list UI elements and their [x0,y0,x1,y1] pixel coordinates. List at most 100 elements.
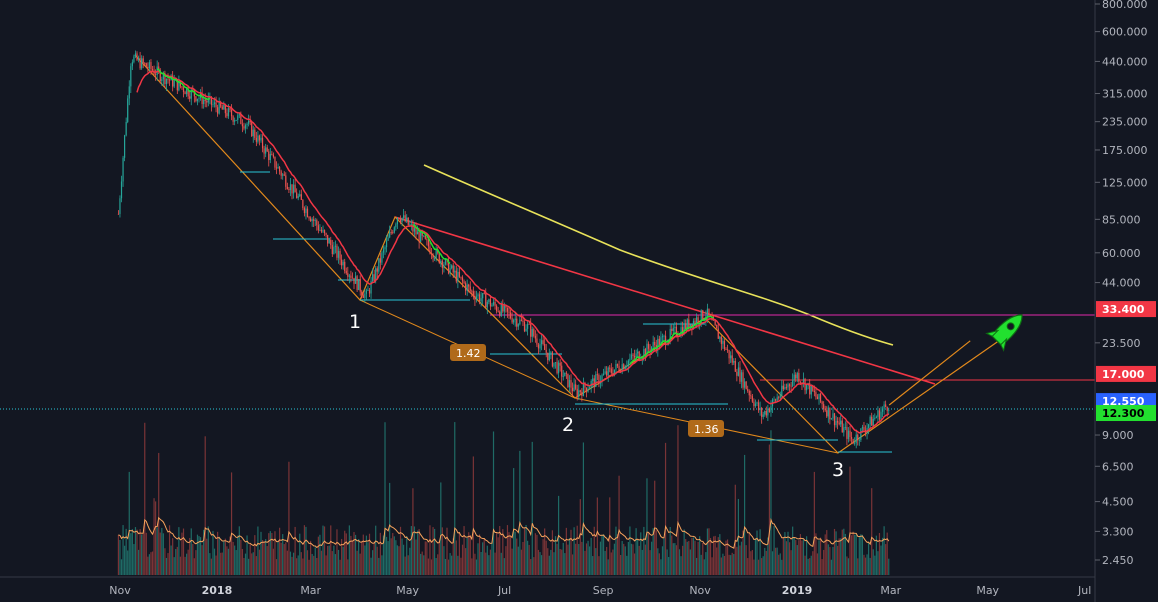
candle-body [754,403,757,407]
candle-body [792,379,794,387]
price-tick-label: 85.000 [1102,213,1141,226]
candle-body [616,363,619,367]
candle-body [517,324,519,327]
volume-bar [189,537,191,575]
volume-bar [176,546,178,575]
volume-bar [342,546,344,575]
volume-bar [579,499,581,575]
candle-body [297,196,299,199]
candle-body [730,355,732,359]
time-tick-label: 2018 [202,584,233,597]
volume-bar [254,535,256,575]
candle-body [150,62,152,69]
candle-body [578,390,580,397]
candle-body [685,323,687,330]
price-tag-label: 17.000 [1102,368,1145,381]
time-tick-label: 2019 [782,584,813,597]
candle-body [387,237,389,241]
candle-body [519,319,521,325]
candle-body [627,360,629,366]
candle-body [458,271,461,277]
volume-bar [629,526,631,575]
candle-body [240,114,242,125]
volume-bar [719,534,721,575]
price-axis[interactable]: 800.000 600.000 440.000 315.000 235.000 175.0… [1094,0,1158,602]
volume-bar [623,543,625,575]
volume-bar [376,546,378,575]
candle-body [602,373,605,376]
volume-bar [485,552,487,575]
candle-body [630,354,633,359]
volume-bar [150,552,152,575]
volume-bar [438,540,440,575]
volume-bar [447,559,450,575]
volume-bar [313,555,315,575]
candle-body [271,153,273,155]
volume-bar [751,549,753,575]
volume-bar [193,558,195,575]
price-tag-label: 12.300 [1102,407,1145,420]
candle-body [795,374,797,379]
candle-body [184,91,186,95]
candle-body [725,349,727,350]
candle-body [119,198,121,214]
candle-body [323,230,326,234]
time-tick-label: Sep [593,584,614,597]
price-tag-box [1096,365,1156,382]
volume-bar [618,475,620,575]
candle-body [232,116,234,122]
volume-bar [475,559,478,575]
volume-bar [389,482,391,575]
candle-body [812,385,814,391]
candle-body [809,383,811,395]
volume-bar [568,538,571,575]
candle-body [610,368,612,373]
volume-bar [522,541,524,575]
candle-body [457,271,459,282]
volume-bar [181,532,183,575]
volume-bar [587,540,589,575]
time-axis[interactable]: Nov 2018 Mar May Jul Sep Nov 2019 Mar May Jul [0,576,1095,597]
candle-body [265,147,267,154]
price-tick-label: 3.300 [1102,525,1134,538]
volume-bar [773,525,775,575]
volume-bar [578,543,580,575]
candle-body [441,260,443,268]
volume-bar [223,540,225,575]
candle-body [683,323,685,335]
volume-bar [489,549,492,575]
fast-moving-average-line [412,224,451,265]
candle-body [447,259,450,274]
volume-bar [776,547,778,575]
candle-body [353,277,355,284]
candle-body [643,349,645,358]
volume-bar [361,541,363,575]
candle-body [609,367,611,369]
volume-bar [316,558,318,575]
volume-bar [761,558,763,575]
candle-body [434,257,436,259]
projection-line [888,340,971,406]
candle-body [793,374,795,380]
volume-bar [778,554,780,575]
candle-body [478,294,481,302]
volume-bar [838,538,840,575]
candle-body [881,408,884,412]
volume-bar [652,528,654,575]
candle-body [615,363,617,370]
candle-body [291,184,293,194]
candle-body [280,171,282,176]
candle-body [785,387,788,388]
volume-bar [686,541,688,575]
candle-body [348,275,350,277]
candle-body [198,97,200,99]
candle-body [432,254,434,259]
volume-bar [672,543,674,575]
volume-bar [289,551,292,575]
volume-bar [545,540,547,575]
volume-bar [633,553,636,575]
candle-body [283,174,285,176]
candle-body [148,62,151,69]
volume-bar [641,549,643,575]
